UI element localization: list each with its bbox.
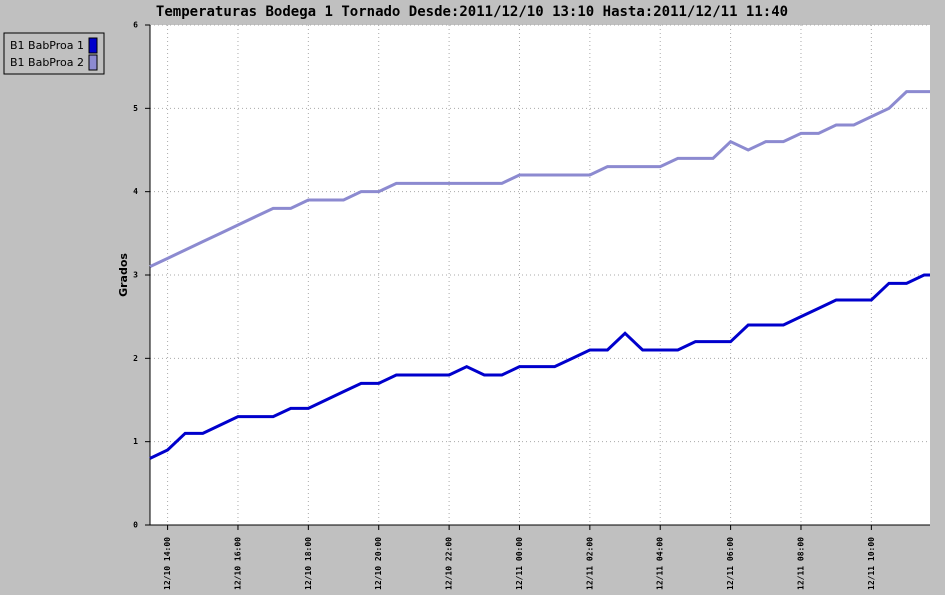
- chart-title: Temperaturas Bodega 1 Tornado Desde:2011…: [156, 4, 788, 20]
- legend-swatch: [88, 37, 98, 54]
- y-tick-label: 1: [133, 437, 138, 446]
- y-tick-label: 5: [133, 104, 138, 113]
- x-tick-label: 12/10 22:00: [445, 537, 454, 590]
- x-tick-label: 12/11 08:00: [796, 537, 805, 590]
- y-tick-label: 2: [133, 354, 138, 363]
- series-line: [149, 90, 930, 269]
- x-tick-label: 12/11 00:00: [515, 537, 524, 590]
- legend: [3, 32, 105, 75]
- series-line: [149, 273, 930, 460]
- legend-label: B1 BabProa 1: [10, 39, 84, 52]
- legend-swatch: [88, 54, 98, 71]
- plot-area: [150, 25, 930, 525]
- y-tick-label: 6: [133, 21, 138, 30]
- y-tick-label: 3: [133, 271, 138, 280]
- x-tick-label: 12/10 18:00: [304, 537, 313, 590]
- legend-label: B1 BabProa 2: [10, 56, 84, 69]
- x-tick-label: 12/11 06:00: [726, 537, 735, 590]
- x-tick-label: 12/10 20:00: [374, 537, 383, 590]
- x-tick-label: 12/11 02:00: [585, 537, 594, 590]
- y-tick-label: 4: [133, 187, 138, 196]
- x-tick-label: 12/11 10:00: [867, 537, 876, 590]
- y-axis-label: Grados: [117, 253, 130, 297]
- x-tick-label: 12/10 16:00: [233, 537, 242, 590]
- x-tick-label: 12/11 04:00: [656, 537, 665, 590]
- y-tick-label: 0: [133, 521, 138, 530]
- x-tick-label: 12/10 14:00: [163, 537, 172, 590]
